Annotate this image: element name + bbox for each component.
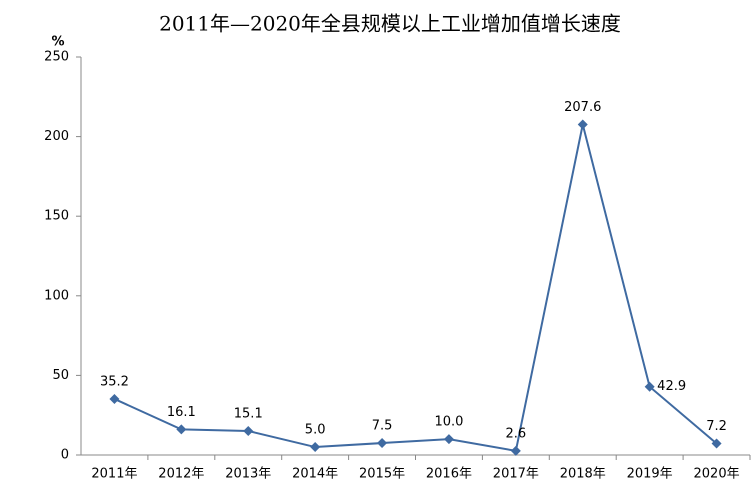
data-label: 10.0	[434, 415, 463, 430]
x-tick-label: 2020年	[694, 467, 740, 482]
y-tick-label: 100	[44, 288, 69, 303]
x-tick-label: 2016年	[426, 467, 472, 482]
x-tick-label: 2015年	[359, 467, 405, 482]
marker	[377, 438, 388, 449]
marker	[510, 445, 521, 456]
chart-title: 2011年—2020年全县规模以上工业增加值增长速度	[159, 12, 621, 36]
marker	[176, 424, 187, 435]
x-tick-label: 2019年	[627, 467, 673, 482]
data-label: 7.5	[372, 419, 393, 434]
marker	[644, 381, 655, 392]
data-label: 16.1	[167, 405, 196, 420]
x-tick-label: 2012年	[158, 467, 204, 482]
marker	[109, 393, 120, 404]
y-axis-label: %	[51, 35, 64, 50]
data-label: 15.1	[234, 406, 263, 421]
data-label: 42.9	[657, 379, 686, 394]
y-tick-label: 150	[44, 209, 69, 224]
marker	[711, 438, 722, 449]
x-tick-label: 2011年	[91, 467, 137, 482]
data-label: 207.6	[564, 100, 601, 115]
data-label: 5.0	[305, 423, 326, 438]
data-label: 2.6	[506, 426, 527, 441]
y-tick-label: 250	[44, 50, 69, 65]
y-tick-label: 0	[61, 448, 69, 463]
marker	[243, 425, 254, 436]
x-tick-label: 2017年	[493, 467, 539, 482]
x-tick-label: 2013年	[225, 467, 271, 482]
marker	[577, 119, 588, 130]
marker	[310, 442, 321, 453]
data-label: 7.2	[706, 419, 727, 434]
x-tick-label: 2014年	[292, 467, 338, 482]
marker	[443, 434, 454, 445]
data-label: 35.2	[100, 374, 129, 389]
x-tick-label: 2018年	[560, 467, 606, 482]
y-tick-label: 200	[44, 129, 69, 144]
y-tick-label: 50	[52, 368, 69, 383]
line	[114, 124, 718, 453]
